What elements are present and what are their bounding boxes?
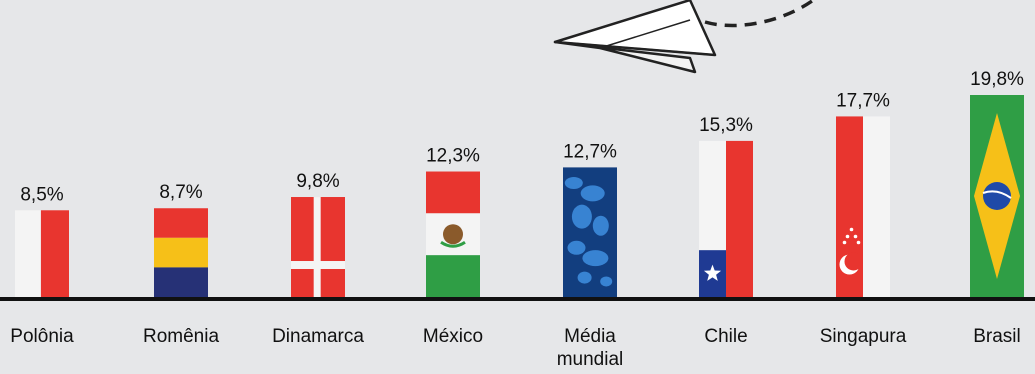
- category-label: Singapura: [820, 326, 907, 347]
- bar: [15, 210, 69, 297]
- category-label: Chile: [704, 326, 747, 347]
- bar: [699, 140, 753, 297]
- category-label: Dinamarca: [272, 326, 364, 347]
- bar: [154, 208, 208, 297]
- category-label: Média mundial: [557, 326, 624, 370]
- bar: [836, 116, 890, 297]
- value-label: 15,3%: [699, 115, 753, 136]
- category-label: Romênia: [143, 326, 219, 347]
- value-label: 9,8%: [296, 171, 339, 192]
- value-label: 17,7%: [836, 90, 890, 111]
- value-label: 8,5%: [20, 184, 63, 205]
- value-label: 19,8%: [970, 69, 1024, 90]
- category-label: México: [423, 326, 483, 347]
- value-label: 12,3%: [426, 146, 480, 167]
- bar: [563, 167, 617, 297]
- bar: [970, 95, 1024, 297]
- category-label: Brasil: [973, 326, 1021, 347]
- paper-plane-icon: [553, 0, 817, 74]
- category-label: Polônia: [10, 326, 74, 347]
- bar: [426, 171, 480, 297]
- value-label: 8,7%: [159, 182, 202, 203]
- title-fragment: ▀▀▀▀▀▀▀▀▀▀▀▀▀▀▀▀▀▀▀▀▀▀: [60, 0, 710, 13]
- value-label: 12,7%: [563, 141, 617, 162]
- bar: [291, 197, 345, 297]
